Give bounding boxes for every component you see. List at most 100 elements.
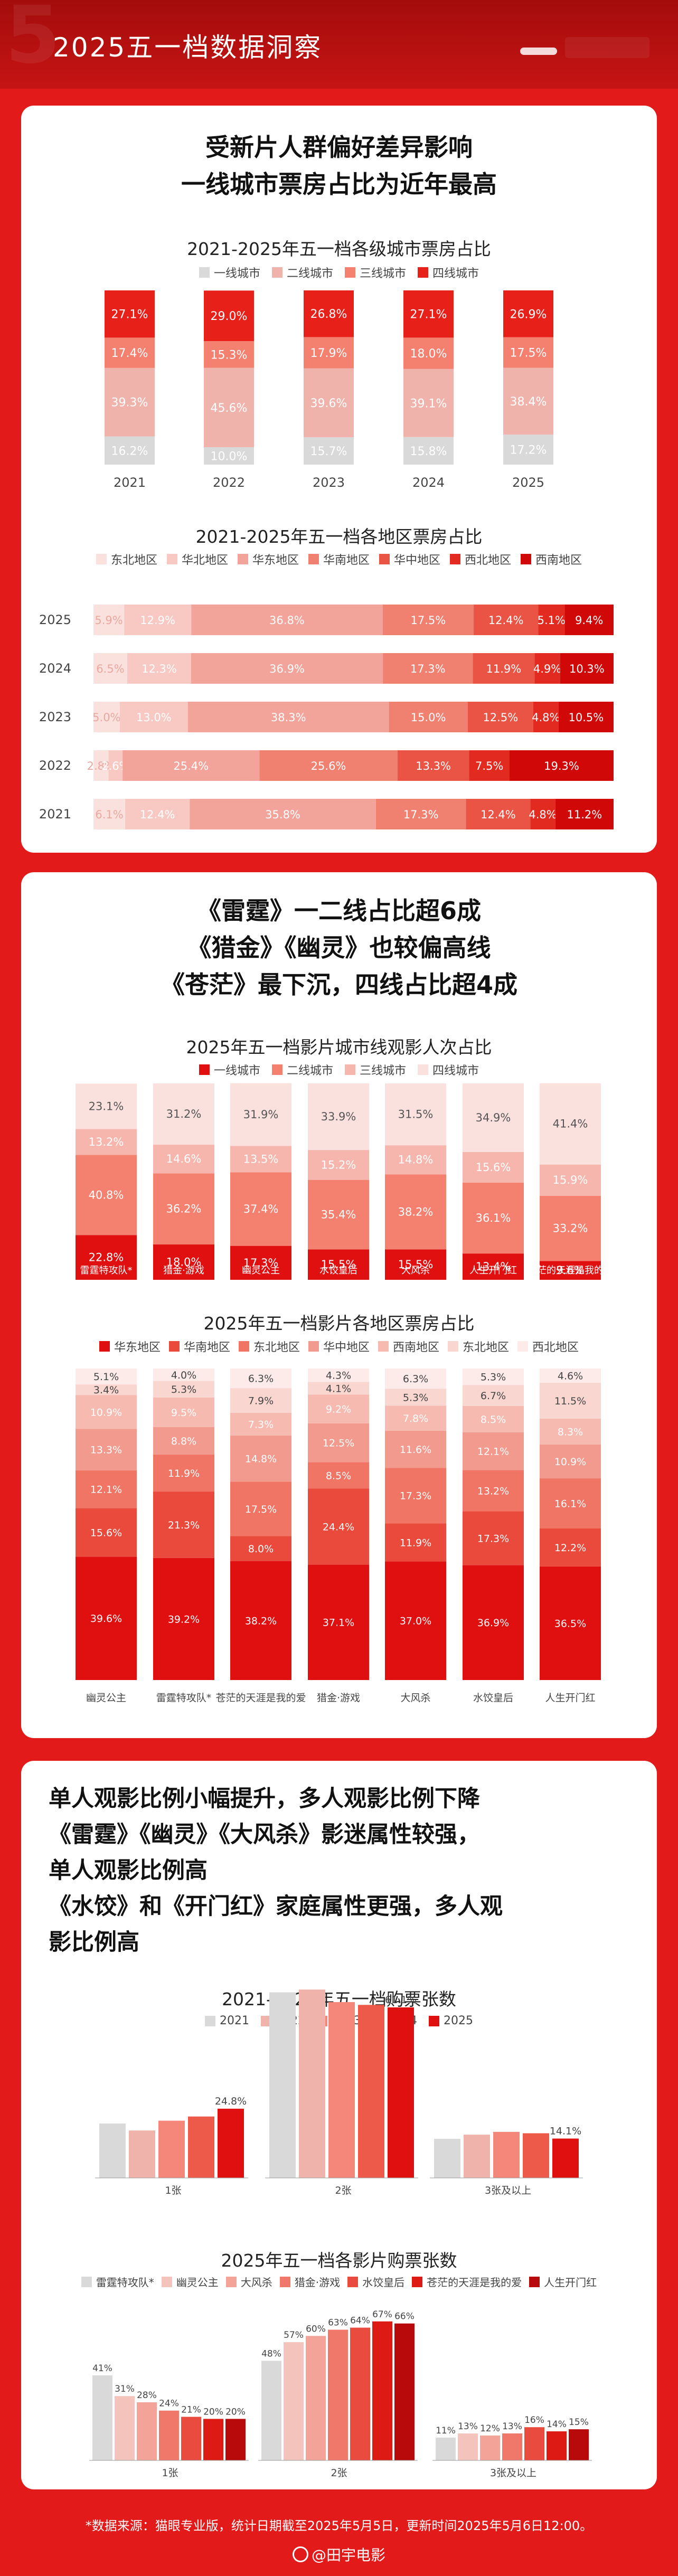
data-label: 25.6% xyxy=(311,760,346,772)
data-label: 23.1% xyxy=(89,1100,124,1112)
header: 5 2025五一档数据洞察 xyxy=(0,0,678,89)
chart6-legend: 雷霆特攻队* 幽灵公主 大风杀 猎金·游戏 水饺皇后 苍茫的天涯是我的爱 人生开… xyxy=(21,2274,657,2289)
bar xyxy=(372,2321,392,2460)
bar-segment xyxy=(503,435,553,465)
bar-segment xyxy=(93,702,120,732)
bar-segment xyxy=(76,1395,137,1429)
bar-segment xyxy=(540,1083,601,1165)
bar-segment xyxy=(503,337,553,368)
data-label: 24% xyxy=(159,2399,179,2409)
data-label: 39.6% xyxy=(310,397,347,410)
bar-segment xyxy=(304,337,354,369)
legend-label: 三线城市 xyxy=(360,267,407,280)
data-label: 22.8% xyxy=(89,1251,124,1264)
bar xyxy=(328,2329,348,2460)
legend-swatch xyxy=(166,554,177,564)
bar xyxy=(493,2131,520,2178)
data-label: 8.0% xyxy=(248,1543,274,1555)
data-label: 34.9% xyxy=(476,1111,511,1124)
data-label: 28% xyxy=(137,2390,157,2401)
x-tick-label: 2024 xyxy=(412,475,445,490)
x-tick-label: 雷霆特攻队* xyxy=(156,1692,212,1704)
legend-swatch xyxy=(96,554,107,564)
data-label: 12.3% xyxy=(142,663,177,675)
legend-item: 二线城市 xyxy=(271,264,333,281)
bar-segment xyxy=(510,750,614,781)
bar-segment xyxy=(230,1561,291,1680)
bar-segment xyxy=(105,367,155,437)
data-label: 26.8% xyxy=(310,308,347,321)
bar-segment xyxy=(463,1385,524,1406)
legend-swatch xyxy=(308,554,319,564)
data-label: 16% xyxy=(524,2415,544,2426)
data-label: 11.6% xyxy=(400,1444,431,1456)
bar-segment xyxy=(204,447,254,465)
data-label: 37.4% xyxy=(243,1203,279,1215)
legend-item: 西南地区 xyxy=(378,1338,439,1355)
data-label: 6.3% xyxy=(403,1373,428,1385)
weibo-credit[interactable]: @田宇电影 xyxy=(0,2544,678,2565)
data-label: 12.5% xyxy=(323,1438,354,1449)
legend-swatch xyxy=(238,1341,249,1352)
data-label: 24.4% xyxy=(323,1521,354,1533)
section3-heading: 单人观影比例小幅提升，多人观影比例下降 《雷霆》《幽灵》《大风杀》影迷属性较强，… xyxy=(21,1781,657,1960)
bar xyxy=(261,2361,281,2460)
data-label: 14.6% xyxy=(166,1153,202,1165)
bar-segment xyxy=(534,653,560,684)
data-label: 6.5% xyxy=(96,663,124,675)
bar-segment xyxy=(308,1180,369,1250)
data-label: 20% xyxy=(225,2407,246,2417)
section3-heading-line: 影比例高 xyxy=(49,1929,139,1956)
data-label: 18.0% xyxy=(410,347,447,361)
data-label: 35.4% xyxy=(321,1208,356,1221)
data-label: 14.8% xyxy=(245,1454,277,1465)
bar-segment xyxy=(463,1253,524,1280)
legend-label: 西南地区 xyxy=(393,1341,440,1354)
bar-segment xyxy=(204,290,254,342)
bar-segment xyxy=(463,1511,524,1565)
data-label: 33.2% xyxy=(553,1222,588,1235)
legend-swatch xyxy=(347,2276,359,2287)
chart2-title: 2021-2025年五一档各地区票房占比 xyxy=(195,526,483,547)
data-label: 5.3% xyxy=(171,1384,196,1395)
bar-segment xyxy=(304,368,354,438)
x-tick-label: 猎金·游戏 xyxy=(317,1692,360,1704)
legend-swatch xyxy=(429,2015,439,2026)
bar-segment xyxy=(558,702,614,732)
bar-segment xyxy=(76,1429,137,1470)
legend-swatch xyxy=(225,2276,237,2287)
bar-segment xyxy=(153,1427,214,1455)
bar-segment xyxy=(403,369,454,437)
section2-heading-line: 《猎金》《幽灵》也较偏高线 xyxy=(187,933,491,962)
header-watermark-block xyxy=(565,37,649,58)
legend-item: 猎金·游戏 xyxy=(279,2274,340,2289)
chart3-chart4-svg: 22.8% 40.8% 13.2% 23.1% 雷霆特攻队* 18.0% 36.2% 14.6… xyxy=(76,1083,613,1704)
legend-label: 雷霆特攻队* xyxy=(96,2276,154,2289)
bar-segment xyxy=(105,290,155,338)
bar xyxy=(306,2336,326,2460)
legend-item: 三线城市 xyxy=(345,264,406,281)
legend-label: 华东地区 xyxy=(252,554,299,567)
bar-segment xyxy=(385,1145,446,1175)
bar-segment xyxy=(463,1565,524,1680)
legend-item: 西北地区 xyxy=(450,551,511,568)
legend-item: 东北地区 xyxy=(96,551,157,568)
chart1-svg: 16.2% 39.3% 17.4% 27.1% 2021 10.0% 45.6% 15.3% 2… xyxy=(39,290,614,829)
data-label: 38.2% xyxy=(245,1615,277,1627)
data-label: 12.5% xyxy=(483,711,518,724)
bar-segment xyxy=(230,1412,291,1436)
bar-segment xyxy=(385,1468,446,1524)
bar-segment xyxy=(385,1405,446,1431)
bar xyxy=(299,1989,325,2178)
bar-segment xyxy=(403,437,454,465)
card-tickets: 单人观影比例小幅提升，多人观影比例下降 《雷霆》《幽灵》《大风杀》影迷属性较强，… xyxy=(21,1761,657,2489)
section3-heading-line: 单人观影比例高 xyxy=(49,1857,208,1884)
data-label: 36.9% xyxy=(477,1617,509,1629)
data-label: 36.8% xyxy=(269,614,305,627)
legend-label: 一线城市 xyxy=(213,267,260,280)
chart4-legend: 华东地区 华南地区 东北地区 华中地区 西南地区 东北地区 西北地区 xyxy=(21,1338,657,1355)
data-label: 14.1% xyxy=(550,2125,581,2137)
data-label: 12.1% xyxy=(90,1484,122,1496)
bar-segment xyxy=(503,367,553,435)
data-label: 27.1% xyxy=(410,308,447,322)
